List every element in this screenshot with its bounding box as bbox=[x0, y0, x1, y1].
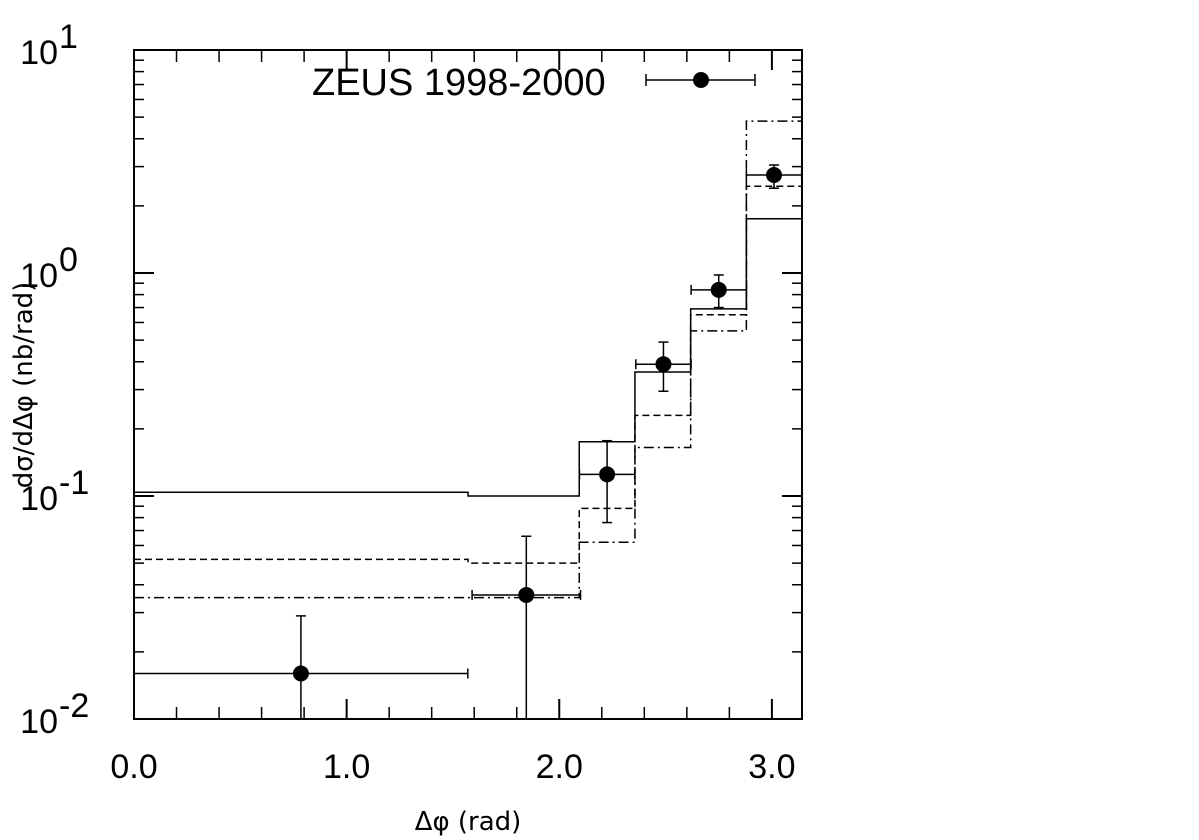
y-tick-label: 10 -2 bbox=[20, 687, 89, 741]
y-tick-label-base: 10 bbox=[20, 703, 58, 741]
legend: ZEUS 1998-2000 bbox=[312, 62, 756, 104]
legend-label: ZEUS 1998-2000 bbox=[312, 62, 606, 104]
series-solid-line bbox=[134, 218, 802, 497]
legend-marker bbox=[693, 72, 709, 88]
data-marker bbox=[710, 281, 727, 298]
x-axis-title: Δφ (rad) bbox=[415, 807, 522, 837]
data-point bbox=[133, 615, 469, 719]
data-marker bbox=[655, 356, 672, 373]
x-tick-label: 1.0 bbox=[323, 748, 370, 786]
data-marker bbox=[518, 586, 535, 603]
data-point bbox=[471, 535, 582, 719]
data-marker bbox=[292, 665, 309, 682]
y-tick-label: 10 1 bbox=[20, 18, 78, 72]
data-points bbox=[133, 164, 803, 719]
y-tick-label-base: 10 bbox=[20, 34, 58, 72]
major-ticks bbox=[133, 49, 802, 720]
y-tick-label-base: 10 bbox=[20, 257, 58, 295]
y-tick-label: 10 -1 bbox=[20, 464, 89, 518]
data-point bbox=[635, 341, 692, 392]
y-tick-label-exponent: 1 bbox=[59, 18, 78, 56]
y-tick-label-exponent: -2 bbox=[59, 687, 89, 725]
plot-frame bbox=[133, 49, 803, 720]
y-tick-label-exponent: 0 bbox=[59, 241, 78, 279]
y-axis-title: dσ/dΔφ (nb/rad) bbox=[9, 282, 39, 489]
series-lines bbox=[134, 120, 802, 599]
data-point bbox=[690, 274, 748, 309]
x-tick-label: 3.0 bbox=[748, 748, 795, 786]
series-dashdot-line bbox=[134, 120, 802, 599]
y-tick-label-base: 10 bbox=[20, 480, 58, 518]
data-point bbox=[578, 439, 636, 524]
y-tick-label: 10 0 bbox=[20, 241, 78, 295]
x-tick-labels: 0.0 1.0 2.0 3.0 bbox=[110, 748, 795, 786]
data-point bbox=[745, 164, 803, 189]
data-marker bbox=[599, 466, 616, 483]
series-dashed-line bbox=[134, 185, 802, 564]
data-marker bbox=[766, 167, 783, 184]
minor-ticks bbox=[134, 50, 802, 719]
y-tick-label-exponent: -1 bbox=[59, 464, 89, 502]
x-tick-label: 2.0 bbox=[536, 748, 583, 786]
x-tick-label: 0.0 bbox=[110, 748, 157, 786]
